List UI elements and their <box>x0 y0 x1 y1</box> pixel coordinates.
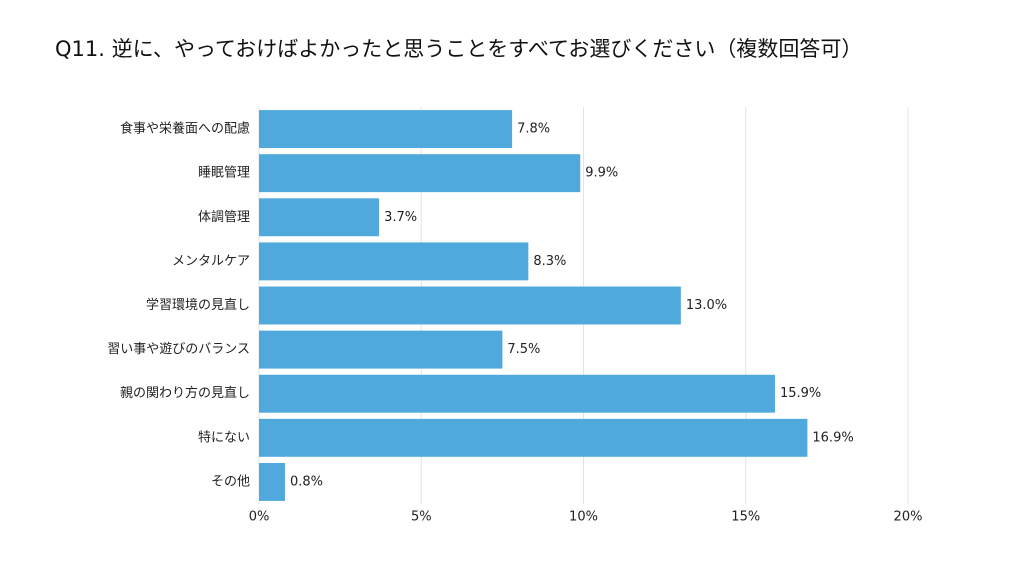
value-label: 7.5% <box>507 342 540 357</box>
y-tick-label: 学習環境の見直し <box>146 297 250 313</box>
x-tick-label: 10% <box>569 510 598 525</box>
y-tick-label: その他 <box>211 474 250 489</box>
y-tick-label: 習い事や遊びのバランス <box>107 342 250 357</box>
x-tick-label: 0% <box>249 510 270 525</box>
value-label: 7.8% <box>517 122 550 137</box>
value-label: 13.0% <box>686 298 727 313</box>
value-label: 8.3% <box>533 254 566 269</box>
bar <box>259 154 581 193</box>
y-tick-label: 食事や栄養面への配慮 <box>120 121 250 137</box>
x-tick-label: 15% <box>731 510 760 525</box>
bar <box>259 110 513 149</box>
bar <box>259 330 503 369</box>
y-tick-label: 特にない <box>198 430 250 445</box>
value-label: 15.9% <box>780 386 821 401</box>
bar <box>259 242 529 281</box>
chart-title: Q11. 逆に、やっておけばよかったと思うことをすべてお選びください（複数回答可… <box>55 37 862 61</box>
bar <box>259 286 681 325</box>
y-tick-label: 体調管理 <box>198 210 250 225</box>
bar <box>259 462 285 501</box>
bar <box>259 198 380 237</box>
y-tick-label: 睡眠管理 <box>198 166 250 181</box>
value-label: 3.7% <box>384 210 417 225</box>
y-tick-label: メンタルケア <box>172 254 250 269</box>
y-tick-label: 親の関わり方の見直し <box>120 385 250 401</box>
value-label: 9.9% <box>585 166 618 181</box>
value-label: 0.8% <box>290 474 323 489</box>
x-tick-label: 5% <box>411 510 432 525</box>
bar <box>259 374 775 413</box>
bar <box>259 418 808 457</box>
value-label: 16.9% <box>812 430 853 445</box>
x-tick-label: 20% <box>894 510 923 525</box>
